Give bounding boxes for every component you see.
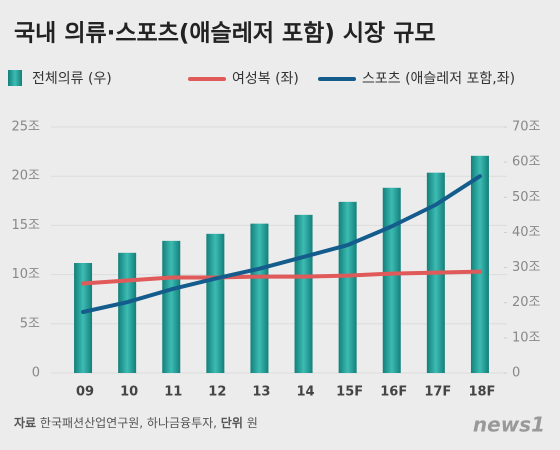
y-tick-label: 5조: [20, 316, 40, 331]
y2-tick-label: 60조: [512, 155, 541, 170]
y-tick-label: 0: [32, 366, 40, 381]
legend-label: 스포츠 (애슬레저 포함,좌): [362, 71, 515, 87]
y-tick-label: 10조: [11, 267, 40, 282]
footer: 자료 한국패션산업연구원, 하나금융투자, 단위 원 news1: [14, 413, 545, 437]
y-tick-label: 25조: [11, 120, 40, 135]
bar: [338, 201, 357, 373]
legend-swatch: [8, 70, 22, 86]
y-tick-label: 15조: [11, 218, 40, 233]
bar: [294, 214, 313, 373]
chart-title: 국내 의류·스포츠(애슬레저 포함) 시장 규모: [14, 21, 436, 47]
bar: [162, 240, 181, 373]
line: [81, 269, 482, 286]
logo: news1: [473, 413, 545, 437]
y2-tick-label: 30조: [512, 260, 541, 275]
y2-tick-label: 10조: [512, 330, 541, 345]
legend-label: 전체의류 (우): [32, 71, 112, 87]
bar: [382, 187, 401, 373]
y2-tick-label: 70조: [512, 120, 541, 135]
y2-tick-label: 50조: [512, 190, 541, 205]
x-tick-label: 12: [208, 385, 226, 400]
y2-tick-label: 40조: [512, 225, 541, 240]
footer-text: 자료 한국패션산업연구원, 하나금융투자, 단위 원: [14, 415, 258, 430]
x-tick-label: 10: [120, 385, 138, 400]
bar: [470, 155, 489, 373]
bar: [118, 252, 137, 373]
x-tick-label: 11: [164, 385, 182, 400]
y2-tick-label: 20조: [512, 295, 541, 310]
x-tick-label: 16F: [380, 385, 407, 400]
bar: [74, 263, 93, 373]
bar: [206, 233, 225, 373]
x-tick-label: 17F: [424, 385, 451, 400]
x-tick-label: 13: [252, 385, 270, 400]
y-tick-label: 20조: [11, 169, 40, 184]
bar: [250, 223, 269, 373]
x-tick-label: 15F: [336, 385, 363, 400]
x-tick-label: 09: [76, 385, 94, 400]
x-tick-label: 18F: [468, 385, 495, 400]
legend-label: 여성복 (좌): [232, 71, 299, 87]
line: [81, 174, 482, 314]
y2-tick-label: 0: [512, 366, 520, 381]
x-tick-label: 14: [297, 385, 315, 400]
